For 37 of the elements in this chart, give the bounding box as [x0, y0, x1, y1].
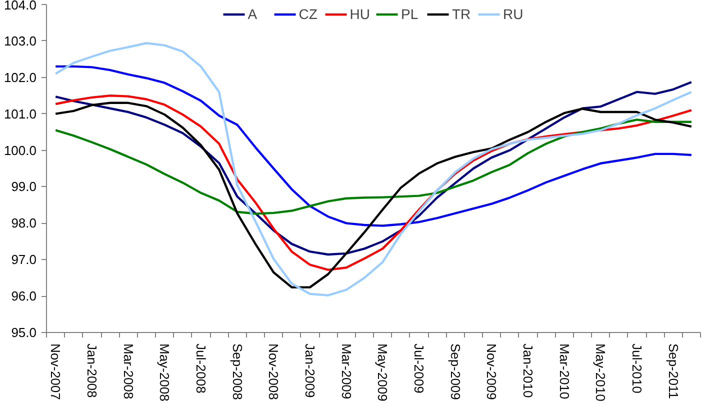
- x-tick-label: Jul-2009: [411, 344, 426, 394]
- x-tick-label: Mar-2008: [120, 344, 136, 400]
- legend-label: A: [248, 6, 258, 22]
- y-tick-label: 101.0: [4, 106, 37, 122]
- legend-label: PL: [401, 6, 420, 22]
- legend-label: HU: [350, 6, 370, 22]
- x-tick-label: Nov-2009: [484, 344, 500, 400]
- x-tick-label: Jan-2010: [520, 344, 536, 398]
- y-tick-label: 97.0: [11, 252, 37, 268]
- x-tick-label: Jan-2009: [302, 344, 318, 398]
- x-tick-label: Sep-2011: [666, 344, 681, 399]
- line-series: [54, 42, 693, 296]
- x-tick-label: Sep-2009: [448, 344, 463, 400]
- y-tick-label: 96.0: [11, 288, 37, 304]
- x-tick-label: May-2010: [593, 344, 608, 402]
- line-series: [54, 65, 693, 227]
- legend-label: TR: [452, 6, 472, 22]
- y-tick-label: 95.0: [11, 325, 37, 340]
- y-tick-label: 100.0: [4, 142, 37, 158]
- y-tick-label: 99.0: [11, 179, 37, 194]
- y-tick-label: 102.0: [4, 70, 37, 85]
- x-tick-label: May-2008: [157, 344, 172, 402]
- x-tick-label: May-2009: [375, 344, 390, 402]
- x-tick-label: Jul-2010: [629, 344, 644, 394]
- y-tick-label: 98.0: [11, 216, 37, 231]
- x-tick-label: Mar-2009: [338, 344, 354, 400]
- line-series: [54, 118, 693, 215]
- x-tick-label: Jan-2008: [84, 344, 100, 398]
- x-tick-label: Mar-2010: [556, 344, 572, 400]
- x-tick-label: Nov-2007: [48, 344, 64, 400]
- x-tick-label: Nov-2008: [266, 344, 282, 400]
- x-tick-label: Sep-2008: [230, 344, 245, 400]
- y-tick-label: 103.0: [4, 33, 37, 48]
- y-tick-label: 104.0: [4, 0, 37, 12]
- legend-label: CZ: [298, 6, 318, 22]
- legend-label: RU: [503, 6, 524, 22]
- x-tick-label: Jul-2008: [193, 344, 208, 394]
